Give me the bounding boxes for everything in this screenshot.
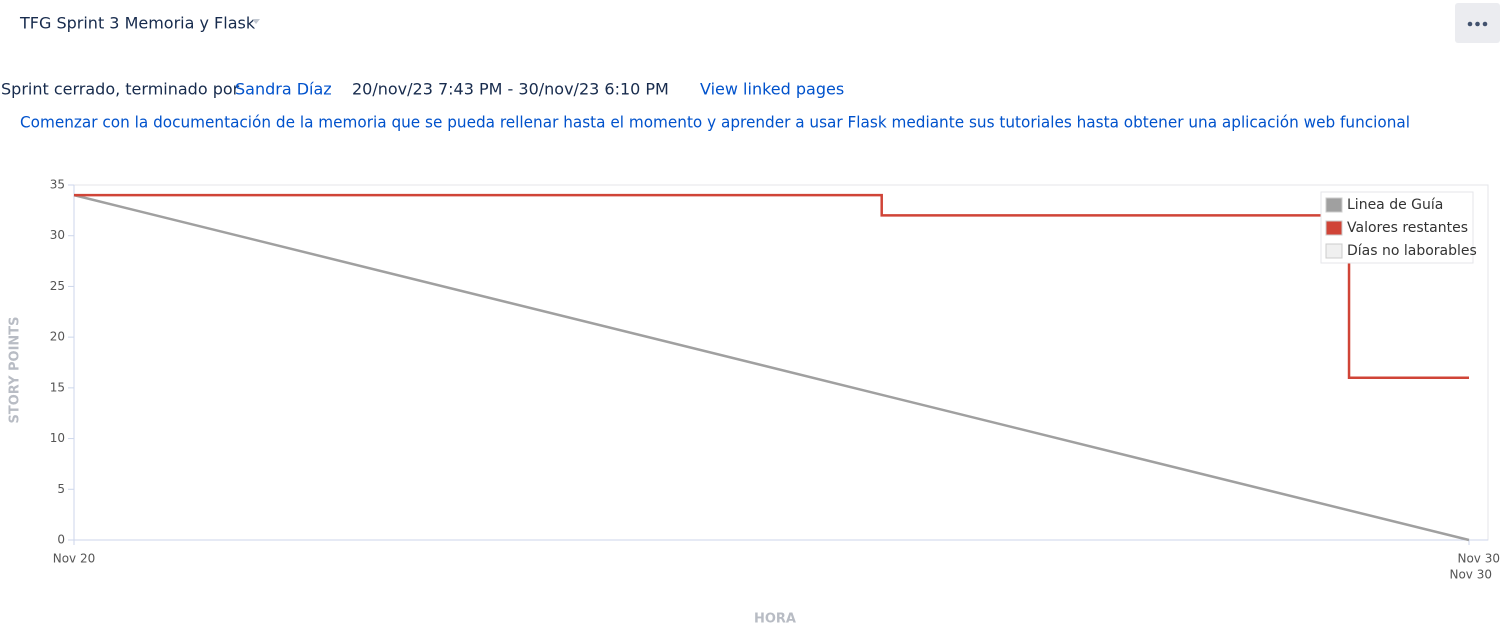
- y-tick-label: 30: [50, 228, 65, 242]
- sprint-dates: 20/nov/23 7:43 PM - 30/nov/23 6:10 PM: [352, 80, 669, 99]
- y-tick-label: 15: [50, 380, 65, 394]
- x-tick-label: Nov 20: [53, 552, 96, 566]
- sprint-user[interactable]: Sandra Díaz: [235, 80, 332, 99]
- x-tick-sublabel: Nov 30: [1449, 568, 1492, 582]
- y-tick-label: 5: [57, 482, 65, 496]
- sprint-goal: Comenzar con la documentación de la memo…: [20, 113, 1410, 132]
- series-line: [73, 193, 1470, 542]
- y-tick-label: 10: [50, 431, 65, 445]
- x-axis-title: HORA: [754, 612, 796, 627]
- legend-label: Linea de Guía: [1347, 197, 1443, 213]
- more-icon: [1467, 21, 1488, 27]
- legend-box: [1320, 191, 1474, 264]
- legend-swatch: [1325, 243, 1343, 259]
- y-axis-title: STORY POINTS: [8, 316, 23, 423]
- series-line: [74, 193, 1469, 379]
- legend-swatch: [1325, 197, 1343, 213]
- legend-label: Días no laborables: [1347, 243, 1477, 259]
- title-caret[interactable]: [252, 19, 260, 24]
- sprint-status: Sprint cerrado, terminado por: [1, 80, 240, 99]
- legend-label: Valores restantes: [1347, 220, 1468, 236]
- legend-swatch: [1325, 220, 1343, 236]
- x-tick-label: Nov 30: [1457, 552, 1500, 566]
- y-tick-label: 0: [57, 533, 65, 547]
- y-tick-label: 35: [50, 178, 65, 192]
- board-title[interactable]: TFG Sprint 3 Memoria y Flask: [19, 14, 256, 33]
- y-tick-label: 25: [50, 279, 65, 293]
- y-tick-label: 20: [50, 330, 65, 344]
- linked-pages-link[interactable]: View linked pages: [700, 80, 844, 99]
- plot-frame: [73, 184, 1489, 541]
